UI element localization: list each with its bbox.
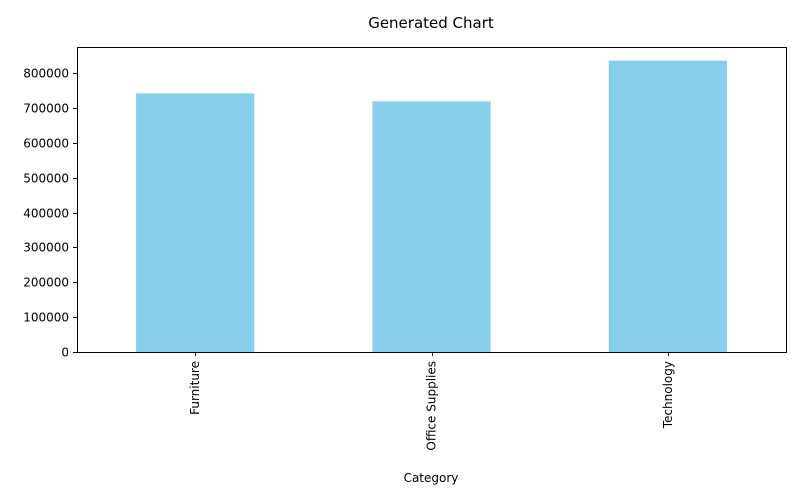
bar-furniture (136, 93, 255, 353)
x-tick-label: Technology (661, 361, 675, 429)
x-axis-label: Category (404, 471, 459, 485)
y-tick-label: 600000 (23, 137, 69, 151)
bar-technology (608, 60, 727, 352)
y-tick-label: 700000 (23, 102, 69, 116)
y-tick-label: 200000 (23, 276, 69, 290)
x-tick-label: Furniture (188, 361, 202, 415)
y-axis: 0 100000 200000 300000 400000 500000 600000 700… (23, 67, 77, 360)
y-tick-label: 400000 (23, 207, 69, 221)
plot-frame (77, 47, 787, 353)
y-tick-label: 300000 (23, 241, 69, 255)
bars-group (136, 60, 727, 353)
y-tick-label: 800000 (23, 67, 69, 81)
x-axis: Furniture Office Supplies Technology (188, 352, 675, 451)
bar-office-supplies (372, 101, 491, 353)
x-tick-label: Office Supplies (425, 361, 439, 451)
y-tick-label: 500000 (23, 172, 69, 186)
y-tick-label: 0 (61, 346, 69, 360)
chart-title: Generated Chart (368, 14, 494, 32)
y-tick-label: 100000 (23, 311, 69, 325)
